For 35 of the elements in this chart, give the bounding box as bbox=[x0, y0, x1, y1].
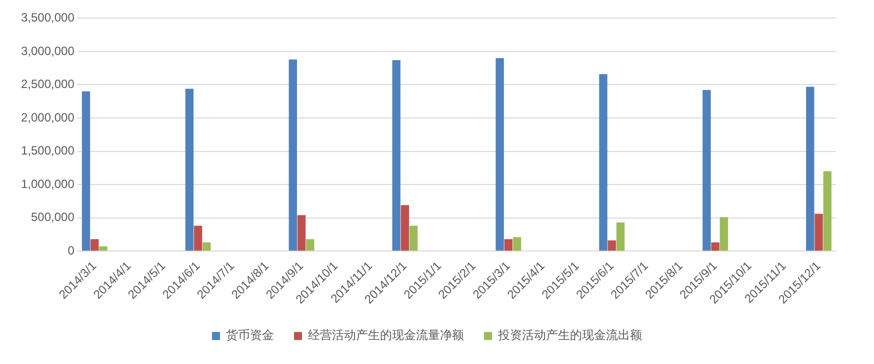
bar bbox=[185, 88, 194, 251]
y-tick-label: 1,500,000 bbox=[20, 144, 75, 158]
bar bbox=[599, 74, 608, 251]
bar bbox=[512, 237, 522, 251]
bar bbox=[99, 246, 108, 251]
bar bbox=[823, 171, 832, 251]
bar bbox=[608, 240, 616, 251]
bar bbox=[202, 242, 211, 251]
bar bbox=[616, 222, 625, 251]
y-tick-label: 0 bbox=[68, 243, 75, 258]
bar bbox=[409, 226, 418, 251]
y-tick-label: 2,000,000 bbox=[20, 110, 75, 124]
bar bbox=[306, 239, 314, 251]
bar bbox=[711, 242, 720, 251]
bar bbox=[297, 215, 306, 251]
bar bbox=[288, 59, 297, 251]
bar bbox=[806, 86, 814, 251]
bar bbox=[90, 239, 99, 251]
bar bbox=[496, 58, 504, 251]
y-tick-label: 500,000 bbox=[30, 210, 75, 224]
bar bbox=[82, 91, 90, 251]
legend-label: 经营活动产生的现金流量净额 bbox=[308, 328, 464, 342]
bar bbox=[814, 214, 823, 251]
legend-label: 货币资金 bbox=[226, 328, 274, 342]
bar bbox=[194, 226, 202, 251]
bar bbox=[392, 60, 400, 251]
bar bbox=[400, 205, 410, 251]
y-tick-label: 3,500,000 bbox=[20, 10, 75, 25]
legend-label: 投资活动产生的现金流出额 bbox=[497, 328, 642, 342]
y-tick-label: 1,000,000 bbox=[20, 176, 75, 191]
bar bbox=[720, 217, 728, 251]
y-tick-label: 2,500,000 bbox=[20, 77, 75, 92]
y-tick-label: 3,000,000 bbox=[20, 44, 75, 58]
bar bbox=[504, 239, 513, 251]
bar bbox=[702, 90, 711, 251]
